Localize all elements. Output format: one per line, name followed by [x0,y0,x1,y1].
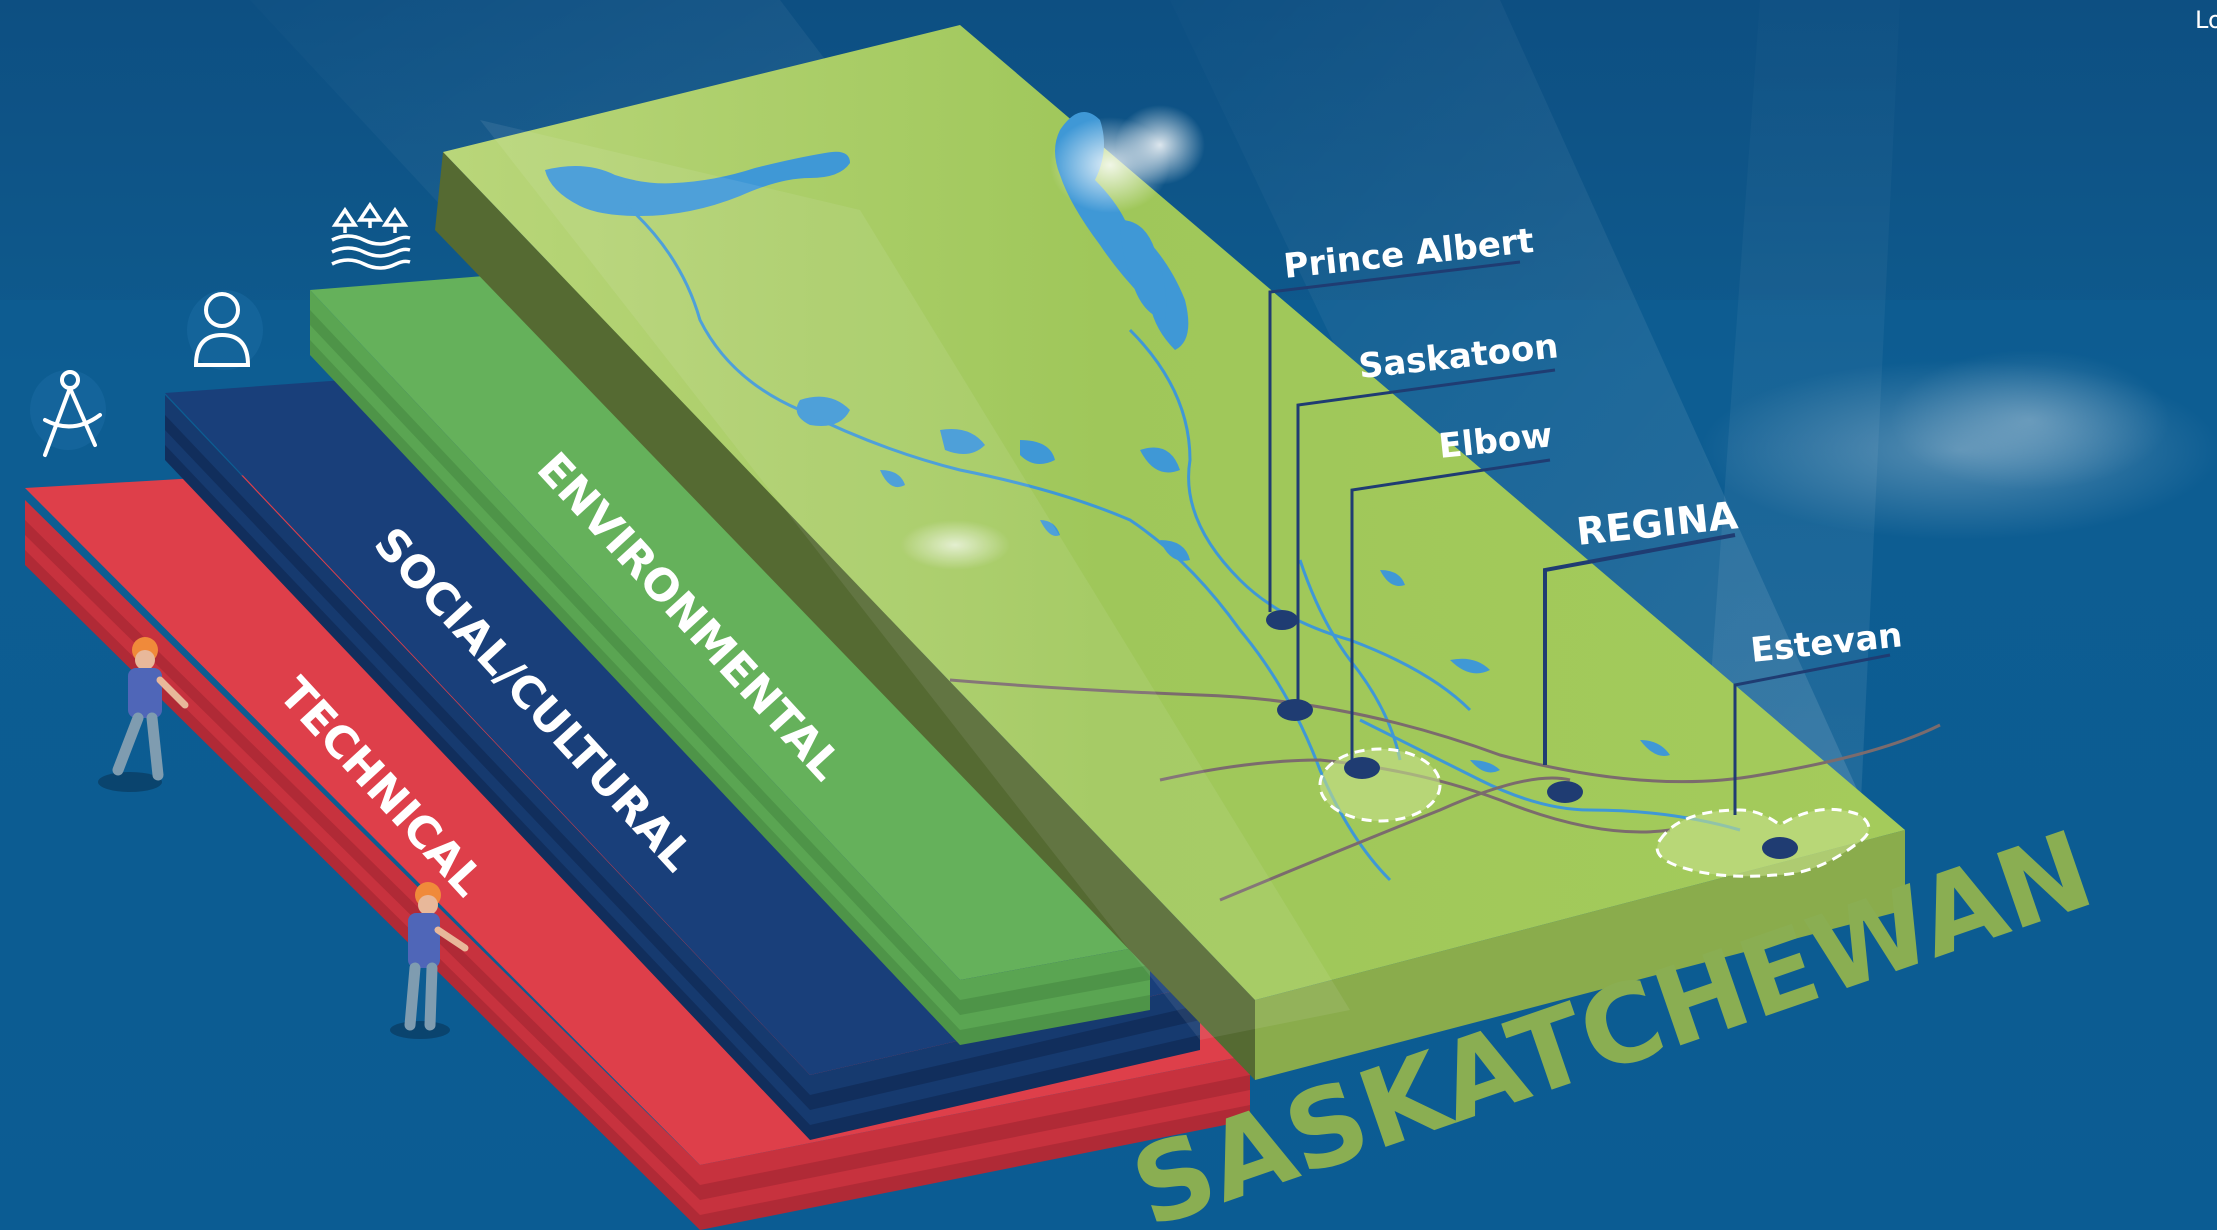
cloud-north-2 [1115,105,1205,185]
cloud-right-2 [1890,350,2170,490]
environmental-top [310,265,1150,980]
river-4 [1359,718,1741,832]
river-2 [1128,328,1472,712]
elbow-marker [1344,757,1380,779]
light-beam-right [1170,0,1880,860]
cloud-west [900,520,1010,570]
estevan-leader [1733,653,1891,815]
map-left-side-face [435,152,1255,1080]
saskatoon-marker [1277,699,1313,721]
lake-reindeer [1120,220,1167,320]
environmental-layer [310,265,1150,1045]
river-3 [1298,559,1402,761]
prince-albert-leader [1268,260,1521,612]
saskatchewan-map-slab [435,25,1941,1080]
regina-marker [1547,781,1583,803]
highway-1 [949,678,1941,784]
trees-water-icon [331,201,411,270]
highway-3 [1219,776,1571,902]
river-system [619,198,1392,882]
saskatoon-leader [1296,368,1556,700]
prince-albert-marker [1266,610,1298,630]
worker-figure-top [98,637,189,792]
map-top [443,25,1905,1000]
lakes-central [796,396,1180,488]
estevan-marker [1762,837,1798,859]
compass-drafting-icon [30,370,106,457]
elbow-leader [1350,458,1551,760]
light-beam-front [480,120,1350,1040]
estevan-region [1655,807,1871,878]
regina-leader [1543,533,1736,765]
elbow-region [1318,747,1442,823]
map-front-side [1255,830,1905,1080]
worker-figure-bottom [390,882,469,1039]
person-icon [187,290,263,370]
corner-text: Lo [2195,6,2217,34]
